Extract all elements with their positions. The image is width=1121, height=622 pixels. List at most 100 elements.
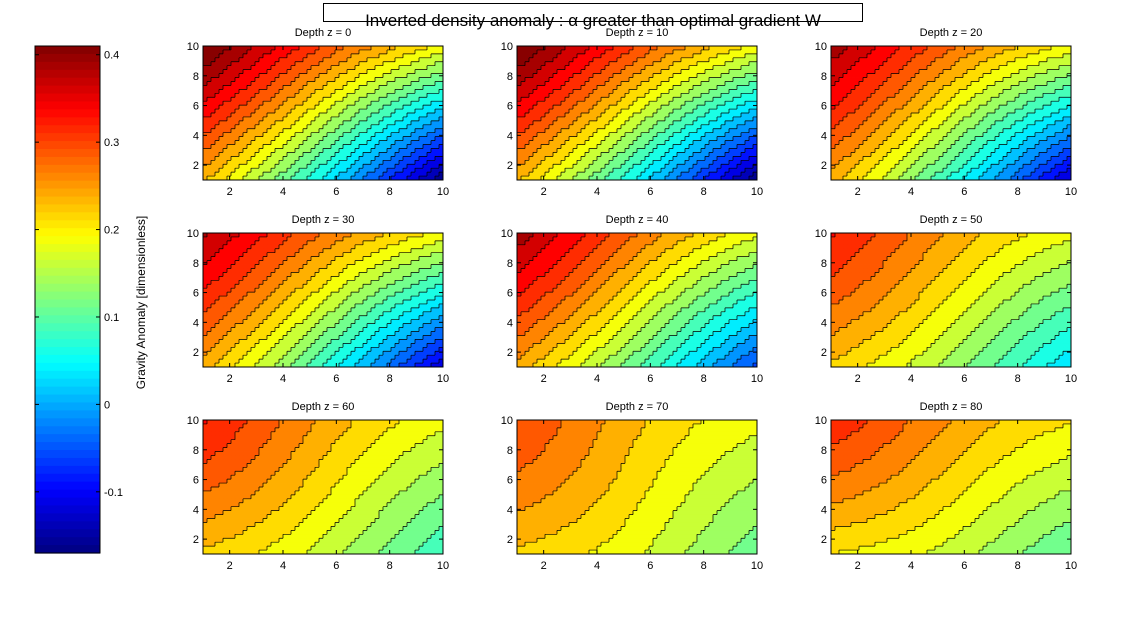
contour-cell xyxy=(721,53,726,59)
contour-cell xyxy=(967,46,972,51)
contour-cell xyxy=(347,46,352,51)
contour-cell xyxy=(411,168,416,173)
contour-cell xyxy=(665,152,670,157)
contour-cell xyxy=(347,85,352,90)
contour-cell xyxy=(431,81,436,86)
contour-cell xyxy=(745,164,750,169)
contour-cell xyxy=(749,77,754,82)
contour-lines xyxy=(517,46,757,180)
contour-cell xyxy=(705,77,710,82)
contour-cell xyxy=(895,77,900,82)
contour-cell xyxy=(565,124,570,130)
contour-cell xyxy=(291,140,296,145)
contour-cell xyxy=(315,144,320,149)
contour-cell xyxy=(883,89,888,94)
contour-cell xyxy=(435,65,440,71)
contour-cell xyxy=(315,97,320,102)
contour-cell xyxy=(223,81,228,86)
contour-cell xyxy=(665,116,670,122)
contour-cell xyxy=(541,128,546,134)
contour-cell xyxy=(1011,49,1016,55)
contour-cell xyxy=(235,65,240,71)
contour-cell xyxy=(557,128,562,134)
contour-cell xyxy=(553,156,558,161)
contour-cell xyxy=(617,132,622,138)
contour-cell xyxy=(375,46,380,51)
contour-cell xyxy=(255,49,260,55)
contour-cell xyxy=(693,152,698,157)
contour-cell xyxy=(657,89,662,94)
contour-cell xyxy=(383,176,388,181)
contour-cell xyxy=(649,116,654,122)
contour-cell xyxy=(295,172,300,177)
contour-cell xyxy=(549,148,554,153)
contour-cell xyxy=(283,73,288,78)
contour-cell xyxy=(741,152,746,157)
contour-cell xyxy=(597,156,602,161)
contour-cell xyxy=(203,81,208,86)
contour-cell xyxy=(247,140,252,145)
contour-cell xyxy=(335,85,340,90)
contour-cell xyxy=(713,124,718,130)
contour-cell xyxy=(851,53,856,59)
contour-cell xyxy=(991,65,996,71)
contour-cell xyxy=(733,128,738,134)
contour-cell xyxy=(517,164,522,169)
contour-cell xyxy=(223,105,228,110)
contour-cell xyxy=(713,156,718,161)
contour-cell xyxy=(911,69,916,74)
contour-cell xyxy=(529,69,534,74)
contour-cell xyxy=(637,152,642,157)
contour-cell xyxy=(387,128,392,134)
contour-cell xyxy=(883,57,888,63)
contour-cell xyxy=(415,89,420,94)
contour-cell xyxy=(753,49,758,55)
contour-cell xyxy=(835,81,840,86)
contour-cell xyxy=(621,97,626,102)
contour-cell xyxy=(395,49,400,55)
contour-cell xyxy=(565,144,570,149)
contour-cell xyxy=(347,73,352,78)
contour-cell xyxy=(581,81,586,86)
contour-cell xyxy=(395,93,400,98)
contour-cell xyxy=(331,128,336,134)
contour-cell xyxy=(263,97,268,102)
contour-cell xyxy=(693,97,698,102)
contour-cell xyxy=(955,85,960,90)
contour-cell xyxy=(669,172,674,177)
contour-cell xyxy=(629,148,634,153)
contour-cell xyxy=(303,113,308,118)
contour-cell xyxy=(223,160,228,165)
contour-cell xyxy=(585,69,590,74)
contour-cell xyxy=(439,160,444,165)
contour-cell xyxy=(375,105,380,110)
contour-cell xyxy=(411,132,416,138)
contour-cell xyxy=(1003,69,1008,74)
contour-cell xyxy=(557,97,562,102)
contour-cell xyxy=(737,160,742,165)
contour-cell xyxy=(211,140,216,145)
contour-cell xyxy=(423,93,428,98)
contour-cell xyxy=(569,120,574,126)
contour-cell xyxy=(657,61,662,67)
contour-cell xyxy=(399,136,404,141)
contour-cell xyxy=(235,61,240,67)
contour-cell xyxy=(597,172,602,177)
contour-cell xyxy=(243,69,248,74)
contour-cell xyxy=(959,57,964,63)
contour-cell xyxy=(399,148,404,153)
contour-cell xyxy=(677,69,682,74)
contour-cell xyxy=(983,69,988,74)
contour-cell xyxy=(287,168,292,173)
contour-cell xyxy=(717,160,722,165)
contour-cell xyxy=(613,46,618,51)
contour-cell xyxy=(391,144,396,149)
contour-cell xyxy=(375,156,380,161)
contour-cell xyxy=(517,81,522,86)
contour-cell xyxy=(557,176,562,181)
contour-cell xyxy=(621,53,626,59)
contour-cell xyxy=(383,81,388,86)
contour-cell xyxy=(275,89,280,94)
contour-cell xyxy=(975,81,980,86)
contour-cell xyxy=(745,46,750,51)
